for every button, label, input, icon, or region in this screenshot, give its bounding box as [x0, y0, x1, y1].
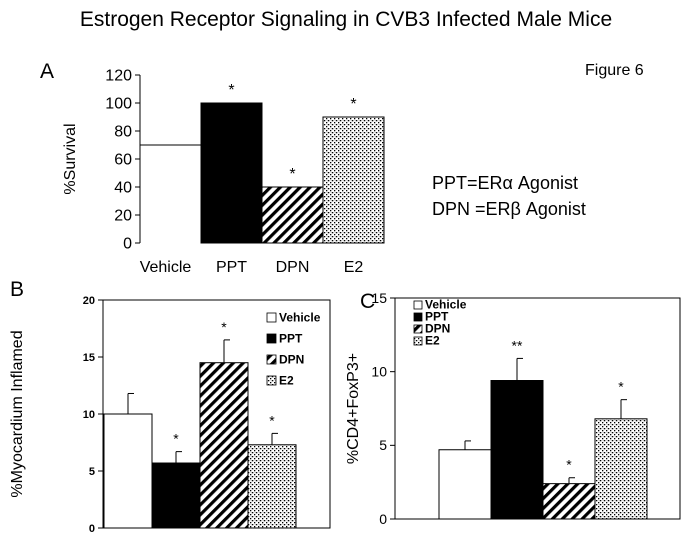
y-tick-label: 0 [89, 523, 95, 535]
bar [151, 462, 201, 529]
bar [322, 116, 385, 244]
legend-swatch [266, 312, 277, 323]
y-tick-label: 60 [114, 152, 132, 169]
legend-swatch [266, 354, 277, 365]
bar [542, 483, 596, 520]
significance-marker: * [289, 166, 295, 183]
bar [261, 186, 324, 244]
significance-marker: ** [512, 337, 523, 353]
legend-label: Vehicle [425, 298, 467, 312]
panel-c-letter: C [360, 290, 376, 313]
chart-panel-a: 0 20 40 60 80 100 120 %Survival Vehicle * PPT * DPN *… [62, 68, 385, 276]
legend-swatch [413, 336, 423, 346]
significance-marker: * [566, 457, 572, 473]
y-axis-label: %CD4+FoxP3+ [345, 353, 362, 464]
legend: Vehicle PPT DPN E2 [266, 311, 321, 388]
chart-panel-b: 0 5 10 15 20 %Myocardium Inflamed * * * Vehicle PP… [9, 295, 331, 535]
y-tick-label: 15 [371, 290, 387, 306]
legend-label: PPT [425, 310, 449, 324]
legend-label: PPT [279, 332, 303, 346]
bar [438, 449, 492, 520]
y-tick-label: 120 [105, 68, 132, 85]
legend-swatch [266, 375, 277, 386]
category-label: DPN [276, 259, 310, 276]
y-tick-label: 80 [114, 124, 132, 141]
legend-label: Vehicle [279, 311, 321, 325]
legend-swatch [413, 300, 423, 310]
y-tick-label: 10 [371, 364, 387, 380]
legend-swatch [266, 333, 277, 344]
bar [247, 444, 297, 529]
legend-swatch [413, 312, 423, 322]
legend-label: DPN [425, 322, 450, 336]
significance-marker: * [173, 431, 179, 447]
category-label: E2 [344, 259, 364, 276]
bar [199, 362, 249, 529]
significance-marker: * [269, 412, 275, 428]
bar [594, 418, 648, 520]
y-tick-label: 20 [114, 208, 132, 225]
figure-label: Figure 6 [585, 62, 644, 79]
panel-a-letter: A [40, 60, 55, 83]
panel-b-letter: B [10, 278, 25, 301]
y-tick-label: 5 [89, 466, 95, 478]
significance-marker: * [618, 379, 624, 395]
y-axis-label: %Survival [62, 123, 79, 194]
y-tick-label: 10 [83, 409, 95, 421]
significance-marker: * [228, 82, 234, 99]
legend-label: E2 [425, 334, 440, 348]
significance-marker: * [221, 319, 227, 335]
legend-swatch [413, 324, 423, 334]
category-label: Vehicle [140, 259, 192, 276]
y-tick-label: 20 [83, 295, 95, 307]
dpn-agonist-note: DPN =ERβ Agonist [432, 199, 586, 219]
bar [103, 413, 153, 529]
y-tick-label: 100 [105, 96, 132, 113]
legend-label: DPN [279, 353, 304, 367]
y-tick-label: 0 [123, 236, 132, 253]
category-label: PPT [216, 259, 247, 276]
y-axis-label: %Myocardium Inflamed [9, 330, 26, 497]
y-tick-label: 40 [114, 180, 132, 197]
y-tick-label: 5 [379, 437, 387, 453]
y-tick-label: 15 [83, 352, 95, 364]
bar [490, 380, 544, 520]
significance-marker: * [350, 96, 356, 113]
bar [200, 102, 263, 244]
y-tick-label: 0 [379, 511, 387, 527]
legend-label: E2 [279, 374, 294, 388]
ppt-agonist-note: PPT=ERα Agonist [432, 173, 578, 193]
figure-title: Estrogen Receptor Signaling in CVB3 Infe… [79, 8, 613, 31]
